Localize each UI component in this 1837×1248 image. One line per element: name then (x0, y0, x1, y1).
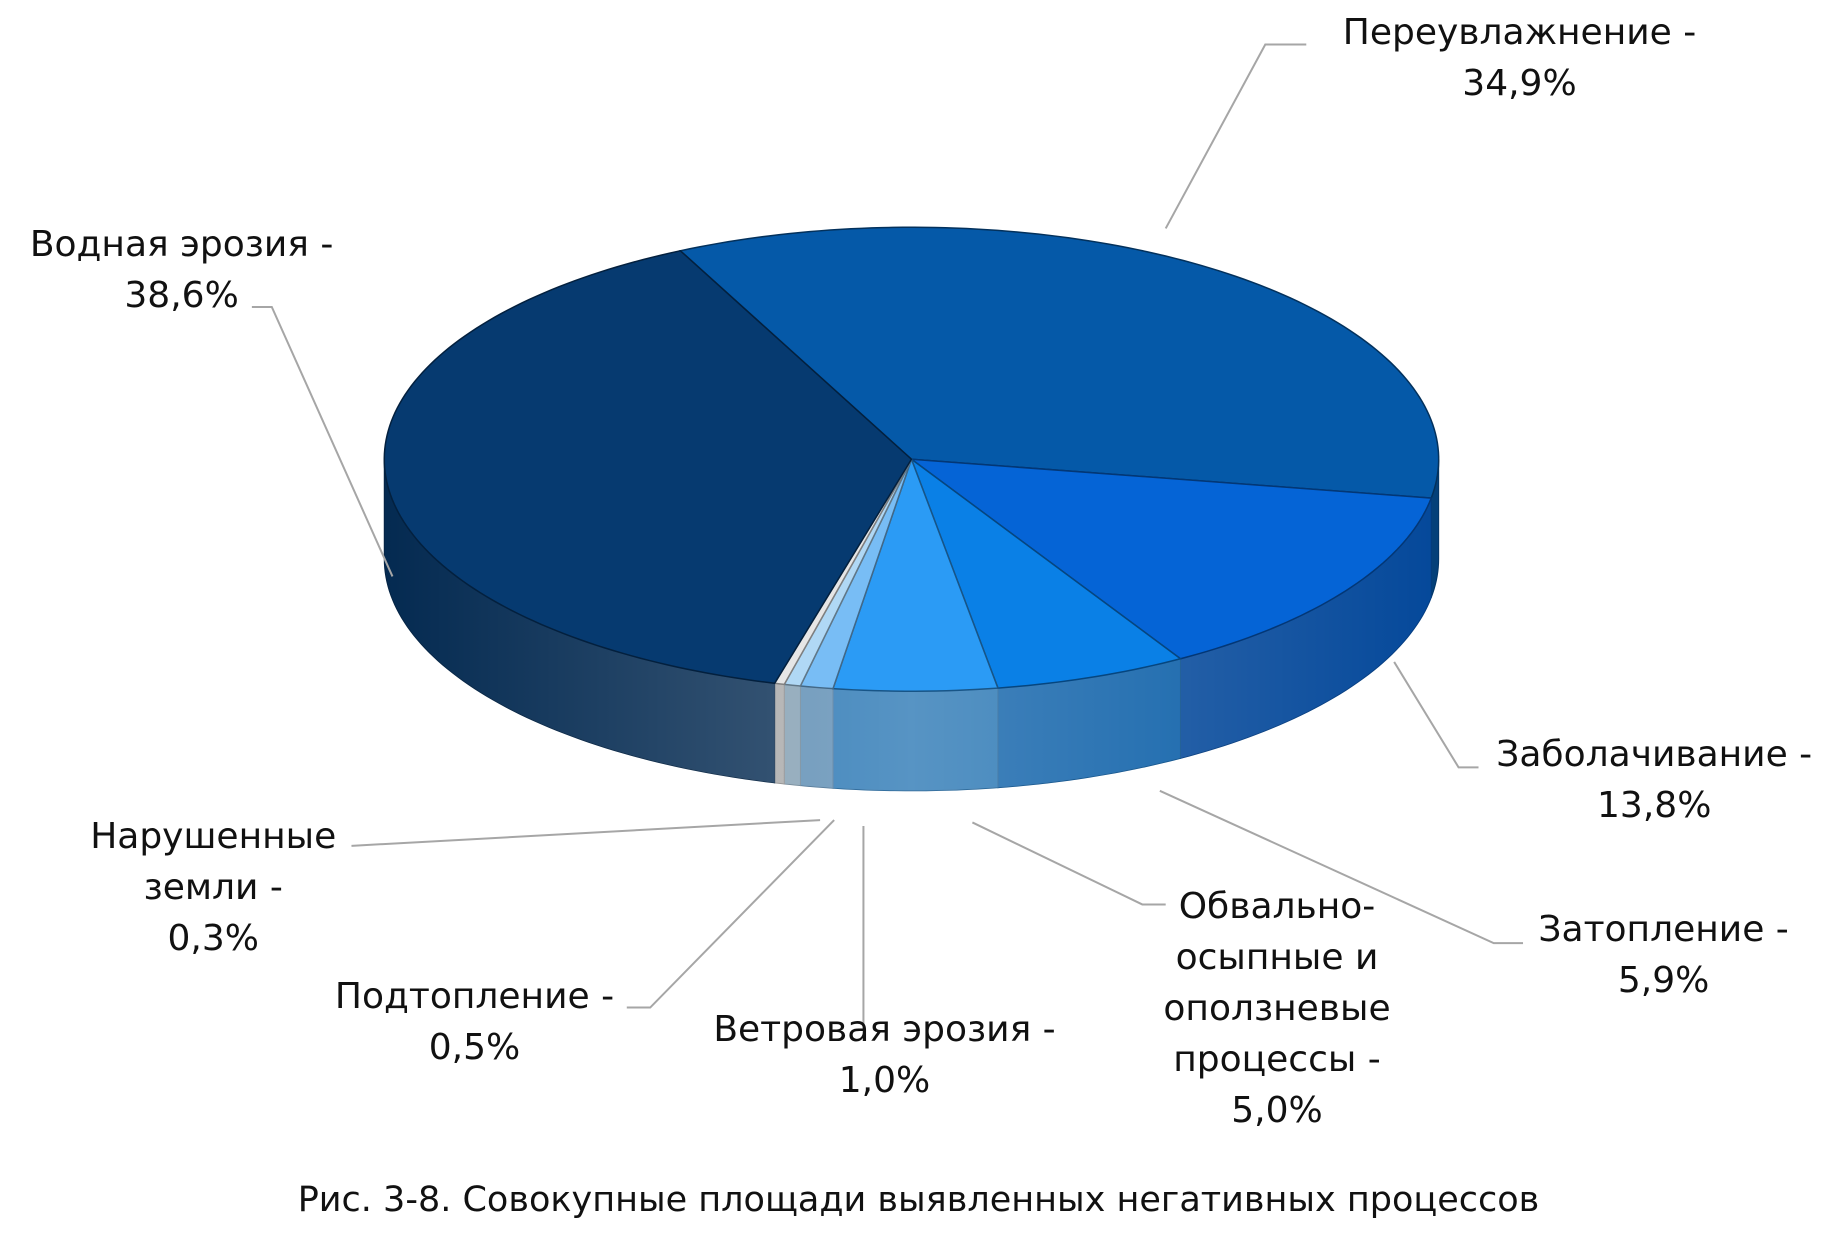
data-label: Обвально-осыпные и оползневые процессы -… (1139, 881, 1414, 1136)
data-label: Водная эрозия - 38,6% (0, 219, 486, 321)
slice-side (783, 683, 801, 787)
data-label: Ветровая эрозия - 1,0% (580, 1004, 1189, 1106)
pie-slice (908, 458, 1433, 660)
category-label: Ветровая эрозия - (713, 1009, 1056, 1051)
leader-line (251, 305, 394, 577)
pie-slice (383, 249, 913, 685)
value-label: 1,0% (838, 1060, 931, 1102)
category-label: Переувлажнение - (1342, 12, 1697, 54)
value-label: 0,3% (167, 917, 259, 959)
slice-side (799, 685, 834, 789)
leader-line (626, 819, 835, 1009)
slice-side (832, 687, 999, 792)
category-label: Нарушенные земли - (90, 815, 337, 908)
leader-line (1159, 789, 1524, 945)
value-label: 0,5% (428, 1027, 521, 1069)
pie-slice (831, 457, 999, 692)
data-label: Переувлажнение - 34,9% (1215, 7, 1824, 109)
data-label: Нарушенные земли - 0,3% (73, 811, 354, 964)
leader-line (971, 821, 1166, 906)
value-label: 13,8% (1597, 784, 1712, 826)
chart-title: Рис. 3-8. Совокупные площади выявленных … (297, 1180, 1540, 1220)
pie-slice (678, 226, 1440, 499)
data-label: Затопление - 5,9% (1359, 904, 1837, 1006)
category-label: Подтопление - (334, 976, 615, 1018)
data-label: Подтопление - 0,5% (170, 971, 779, 1073)
slice-side (774, 682, 785, 785)
category-label: Затопление - (1538, 909, 1789, 951)
value-label: 5,9% (1617, 960, 1710, 1002)
category-label: Водная эрозия - (29, 224, 334, 266)
value-label: 34,9% (1462, 63, 1577, 105)
category-label: Обвально-осыпные и оползневые процессы - (1163, 886, 1391, 1080)
data-label: Заболачивание - 13,8% (1350, 729, 1837, 831)
leader-line (1164, 43, 1307, 229)
leader-line (1393, 661, 1479, 769)
category-label: Заболачивание - (1496, 733, 1813, 775)
value-label: 38,6% (124, 275, 239, 317)
pie-slice (909, 457, 1183, 689)
leader-line (351, 819, 821, 847)
value-label: 5,0% (1231, 1090, 1323, 1131)
